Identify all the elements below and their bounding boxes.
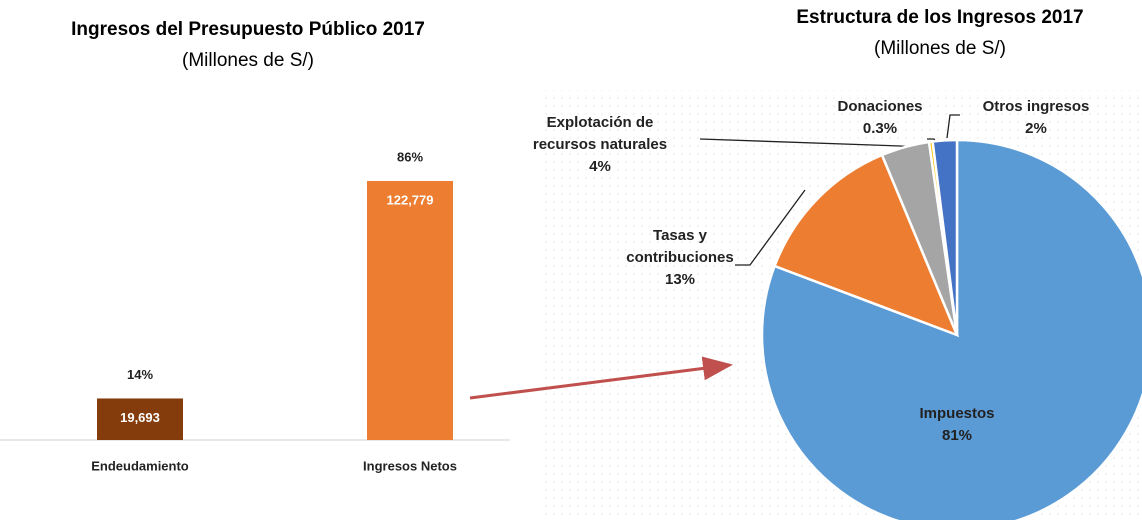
- label-text: Impuestos: [919, 405, 995, 422]
- label-text: Tasas y contribuciones: [626, 227, 734, 266]
- x-tick-label: Ingresos Netos: [363, 458, 457, 473]
- value-label: 19,693: [120, 410, 160, 425]
- label-text: 2%: [1025, 120, 1047, 137]
- pie-slice: [931, 138, 959, 336]
- pie-subtitle: (Millones de S/): [874, 38, 1006, 59]
- share-label: 14%: [127, 367, 153, 382]
- x-tick-label: Endeudamiento: [91, 458, 189, 473]
- label-text: 81%: [941, 427, 973, 444]
- label-text: Otros ingresos: [982, 98, 1090, 115]
- slice-label: Explotación de recursos naturales 4%: [515, 112, 685, 178]
- bar-title: Ingresos del Presupuesto Público 2017: [71, 19, 425, 40]
- label-text: 13%: [664, 271, 696, 288]
- share-label: 86%: [397, 149, 423, 164]
- slice-label: Impuestos 81%: [877, 403, 1037, 447]
- slice-label: Otros ingresos 2%: [976, 96, 1096, 140]
- pie-slice: [760, 138, 1142, 520]
- value-label: 122,779: [387, 192, 434, 207]
- label-text: 4%: [589, 158, 611, 175]
- bar-subtitle: (Millones de S/): [182, 50, 314, 71]
- pie-title: Estructura de los Ingresos 2017: [796, 7, 1083, 28]
- label-text: Donaciones: [837, 98, 923, 115]
- slice-label: Tasas y contribuciones 13%: [605, 225, 755, 291]
- pie-slice: [773, 153, 960, 338]
- label-text: Explotación de recursos naturales: [532, 114, 668, 153]
- slice-label: Donaciones 0.3%: [825, 96, 935, 140]
- bar: [367, 181, 453, 440]
- label-text: 0.3%: [862, 120, 898, 137]
- bar: [97, 398, 183, 440]
- arrow: [469, 356, 733, 400]
